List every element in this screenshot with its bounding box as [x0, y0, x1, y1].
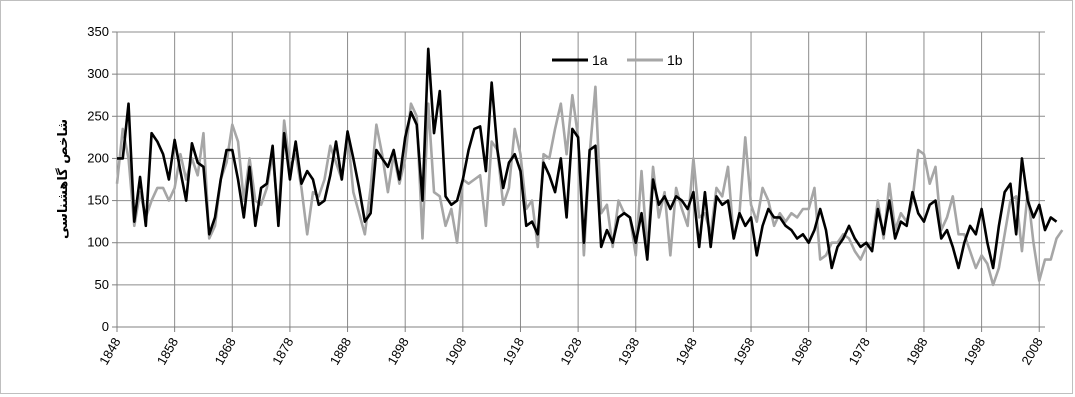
y-tick-label: 50: [95, 277, 109, 292]
x-tick-label: 1878: [269, 335, 296, 368]
y-tick-label: 250: [87, 108, 109, 123]
x-tick-label: 1918: [500, 335, 527, 368]
legend-label-1a: 1a: [592, 52, 608, 68]
x-tick-label: 1928: [557, 335, 584, 368]
y-tick-label: 150: [87, 193, 109, 208]
y-tick-label: 0: [102, 319, 109, 334]
x-tick-label: 1958: [730, 335, 757, 368]
y-tick-label: 200: [87, 150, 109, 165]
axis-layer: 0 50 100 150 200 250 300 350 1848 1858 1868 1878 188…: [87, 24, 1046, 368]
series-layer: [115, 47, 1064, 287]
x-tick-label: 1898: [384, 335, 411, 368]
x-tick-label: 1888: [327, 335, 354, 368]
x-tick-label: 1858: [154, 335, 181, 368]
x-tick-label: 1988: [903, 335, 930, 368]
x-tick-label: 1978: [845, 335, 872, 368]
x-tick-label: 1948: [673, 335, 700, 368]
y-axis-title: شاخص گاهشناسی: [55, 119, 71, 239]
y-tick-label: 300: [87, 66, 109, 81]
x-tick-label: 1968: [788, 335, 815, 368]
x-tick-label: 1848: [96, 335, 123, 368]
y-tick-label: 350: [87, 24, 109, 39]
legend-label-1b: 1b: [667, 52, 683, 68]
x-tick-label: 2008: [1018, 335, 1045, 368]
x-tick-label: 1998: [961, 335, 988, 368]
y-tick-label: 100: [87, 235, 109, 250]
x-tick-label: 1938: [615, 335, 642, 368]
legend-layer: 1a 1b: [552, 52, 683, 68]
x-tick-label: 1868: [211, 335, 238, 368]
series-line-1a: [117, 47, 1058, 270]
x-tick-label: 1908: [442, 335, 469, 368]
